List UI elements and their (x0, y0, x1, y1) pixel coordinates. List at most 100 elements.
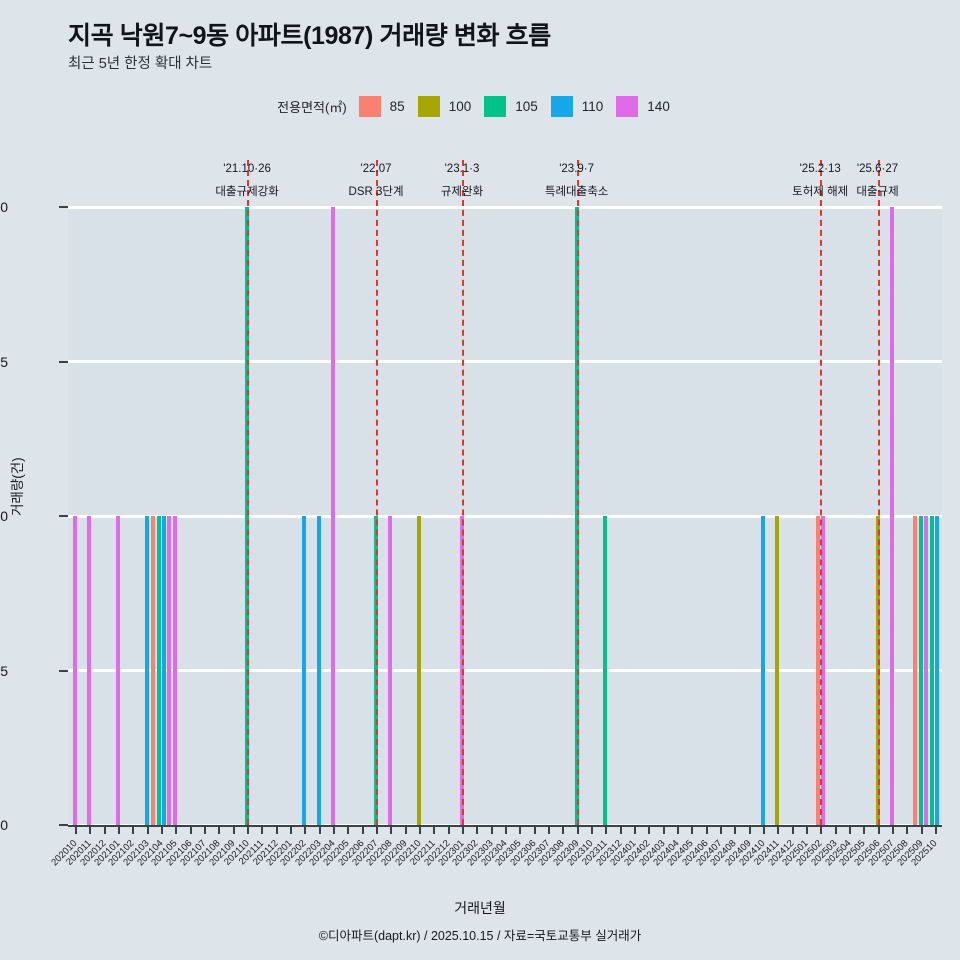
x-tick-mark (619, 825, 622, 834)
bar-202509-140[interactable] (923, 516, 928, 825)
x-tick-mark (404, 825, 407, 834)
x-tick-mark (848, 825, 851, 834)
bar-202507-140[interactable] (889, 207, 894, 825)
x-tick-mark (791, 825, 794, 834)
event-date-202506: '25.6·27 (856, 163, 899, 175)
x-tick-mark (576, 825, 579, 834)
bar-202502-85[interactable] (815, 516, 820, 825)
x-tick-mark (361, 825, 364, 834)
x-tick-mark (834, 825, 837, 834)
bar-202105-140[interactable] (173, 516, 178, 825)
x-tick-mark (676, 825, 679, 834)
event-name-202301: 규제완화 (440, 186, 484, 198)
x-tick-mark (290, 825, 293, 834)
x-tick-mark (519, 825, 522, 834)
bar-202410-110[interactable] (760, 516, 765, 825)
bar-202204-140[interactable] (331, 207, 336, 825)
plot-area (68, 160, 942, 827)
x-tick-mark (662, 825, 665, 834)
legend-swatch-icon (358, 96, 381, 117)
x-tick-mark (547, 825, 550, 834)
bar-202210-100[interactable] (417, 516, 422, 825)
x-tick-mark (891, 825, 894, 834)
bar-202510-105[interactable] (930, 516, 935, 825)
legend-item-110[interactable]: 110 (550, 96, 604, 117)
footer-credit: ©디아파트(dapt.kr) / 2025.10.15 / 자료=국토교통부 실… (318, 929, 642, 943)
bar-202101-140[interactable] (116, 516, 121, 825)
event-date-202301: '23.1·3 (444, 163, 480, 175)
chart-legend: 전용면적(㎡) 85 100 105 110 140 (0, 96, 960, 117)
legend-swatch-icon (550, 96, 573, 117)
event-name-202110: 대출규제강화 (215, 186, 279, 198)
x-tick-mark (633, 825, 636, 834)
x-tick-mark (748, 825, 751, 834)
x-tick-mark (89, 825, 92, 834)
x-tick-mark (691, 825, 694, 834)
legend-item-105[interactable]: 105 (484, 96, 538, 117)
x-tick-mark (132, 825, 135, 834)
x-tick-mark (75, 825, 78, 834)
bar-202011-140[interactable] (87, 516, 92, 825)
x-tick-mark (820, 825, 823, 834)
x-tick-mark (476, 825, 479, 834)
legend-item-85[interactable]: 85 (358, 96, 405, 117)
x-tick-mark (390, 825, 393, 834)
event-line-202506 (877, 160, 880, 825)
gridline (68, 205, 942, 209)
legend-item-label: 85 (389, 99, 405, 114)
bar-202411-100[interactable] (775, 516, 780, 825)
y-tick-label: 0.0 (0, 817, 8, 833)
legend-item-label: 105 (515, 99, 538, 114)
x-tick-mark (333, 825, 336, 834)
bar-202311-105[interactable] (603, 516, 608, 825)
x-tick-mark (118, 825, 121, 834)
bar-202509-105[interactable] (918, 516, 923, 825)
legend-item-100[interactable]: 100 (417, 96, 471, 117)
x-tick-mark (347, 825, 350, 834)
legend-swatch-icon (417, 96, 440, 117)
x-tick-mark (719, 825, 722, 834)
bar-202202-110[interactable] (302, 516, 307, 825)
y-tick-mark (59, 206, 68, 208)
x-tick-mark (275, 825, 278, 834)
bar-202502-140[interactable] (820, 516, 825, 825)
bar-202104-105[interactable] (156, 516, 161, 825)
x-tick-mark (762, 825, 765, 834)
event-line-202301 (462, 160, 465, 825)
bar-202010-140[interactable] (73, 516, 78, 825)
legend-item-140[interactable]: 140 (616, 96, 670, 117)
y-tick-label: 0.5 (0, 662, 8, 679)
bar-202509-85[interactable] (913, 516, 918, 825)
legend-item-label: 140 (647, 99, 670, 114)
event-name-202309: 특례대출축소 (544, 186, 609, 198)
bar-202104-140[interactable] (166, 516, 171, 825)
x-tick-mark (906, 825, 909, 834)
x-tick-mark (261, 825, 264, 834)
bar-202510-110[interactable] (935, 516, 940, 825)
x-tick-mark (648, 825, 651, 834)
event-line-202309 (576, 160, 579, 825)
x-tick-mark (863, 825, 866, 834)
x-tick-mark (562, 825, 565, 834)
bar-202203-110[interactable] (316, 516, 321, 825)
x-tick-mark (376, 825, 379, 834)
x-tick-mark (433, 825, 436, 834)
legend-item-label: 110 (581, 99, 604, 114)
x-tick-mark (505, 825, 507, 834)
event-date-202207: '22.07 (360, 163, 392, 175)
bar-202103-110[interactable] (144, 516, 149, 825)
event-date-202110: '21.10·26 (223, 163, 271, 175)
x-tick-mark (232, 825, 235, 834)
y-tick-mark (59, 669, 68, 672)
x-tick-mark (934, 825, 937, 834)
bar-202208-140[interactable] (388, 516, 393, 825)
x-tick-mark (318, 825, 321, 834)
event-line-202207 (376, 160, 379, 825)
event-date-202309: '23.9·7 (559, 163, 595, 175)
bar-202104-85[interactable] (151, 516, 156, 825)
x-tick-mark (304, 825, 307, 834)
bar-202104-110[interactable] (161, 516, 166, 825)
y-axis-label: 거래량(건) (10, 457, 25, 516)
x-tick-mark (734, 825, 737, 834)
x-tick-mark (447, 825, 450, 834)
